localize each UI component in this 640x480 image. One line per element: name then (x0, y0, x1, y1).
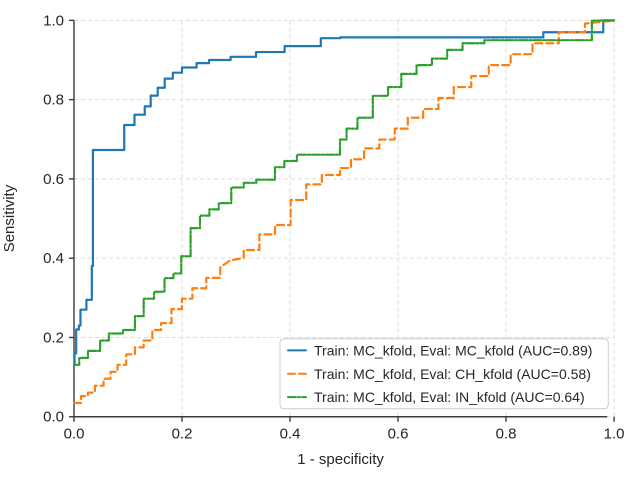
svg-text:Sensitivity: Sensitivity (1, 184, 18, 252)
svg-text:0.2: 0.2 (43, 329, 64, 346)
svg-text:1.0: 1.0 (604, 426, 625, 443)
svg-text:0.4: 0.4 (280, 426, 301, 443)
svg-text:0.0: 0.0 (64, 426, 85, 443)
svg-text:0.8: 0.8 (43, 92, 64, 109)
svg-text:Train: MC_kfold, Eval: MC_kfol: Train: MC_kfold, Eval: MC_kfold (AUC=0.8… (314, 342, 592, 358)
svg-text:0.8: 0.8 (496, 426, 517, 443)
svg-text:0.0: 0.0 (43, 409, 64, 426)
svg-text:0.2: 0.2 (172, 426, 193, 443)
svg-text:1 - specificity: 1 - specificity (297, 451, 384, 468)
svg-text:Train: MC_kfold, Eval: IN_kfol: Train: MC_kfold, Eval: IN_kfold (AUC=0.6… (314, 389, 585, 405)
svg-text:1.0: 1.0 (43, 12, 64, 29)
svg-text:0.4: 0.4 (43, 250, 64, 267)
svg-text:0.6: 0.6 (43, 171, 64, 188)
svg-text:0.6: 0.6 (388, 426, 409, 443)
svg-text:Train: MC_kfold, Eval: CH_kfol: Train: MC_kfold, Eval: CH_kfold (AUC=0.5… (314, 366, 591, 382)
